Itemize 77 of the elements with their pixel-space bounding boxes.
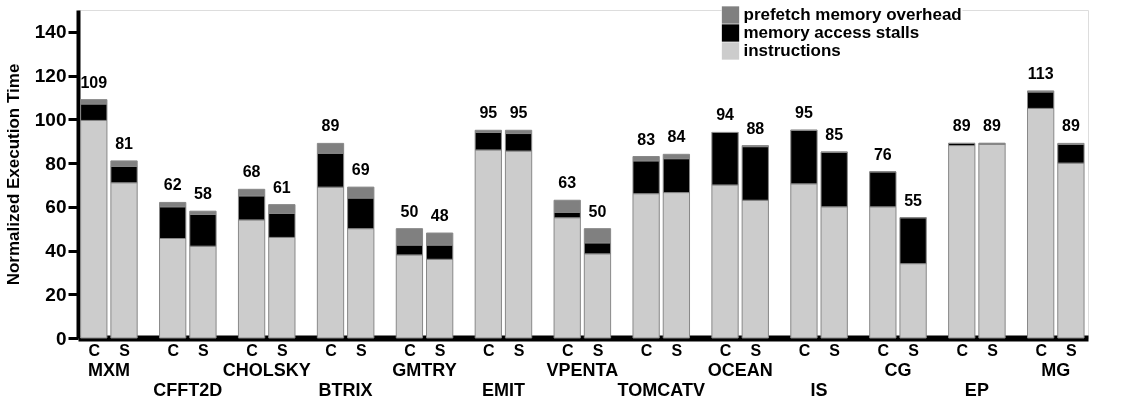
total-label: 89 <box>1062 117 1080 135</box>
x-tick-label: C <box>956 341 969 359</box>
text: OCEAN <box>707 360 773 380</box>
x-tick-label: C <box>167 341 180 359</box>
x-tick-label: C <box>404 341 417 359</box>
x-tick-label: C <box>88 341 101 359</box>
x-tick-label: C <box>798 341 811 359</box>
x-tick-label: C <box>719 341 732 359</box>
total-label: 94 <box>716 106 735 124</box>
total-label: 88 <box>746 119 765 137</box>
total-label: 48 <box>430 207 449 225</box>
x-tick-label: C <box>877 341 890 359</box>
total-label: 62 <box>163 176 182 194</box>
total-label: 95 <box>795 104 813 122</box>
x-tick-label: S <box>434 341 446 359</box>
y-tick-label: 40 <box>45 240 67 262</box>
x-tick-label: S <box>198 341 210 359</box>
x-tick-label: S <box>671 341 683 359</box>
x-tick-label: S <box>513 341 525 359</box>
text: EP <box>964 380 989 400</box>
total-label: 68 <box>242 163 261 181</box>
text: CG <box>884 360 912 380</box>
total-label: 81 <box>115 134 134 152</box>
text: TOMCATV <box>617 380 705 400</box>
total-label: 84 <box>667 128 686 146</box>
total-label: 89 <box>321 117 340 135</box>
x-tick-label: C <box>325 341 338 359</box>
total-label: 61 <box>272 178 291 196</box>
x-tick-label: S <box>592 341 604 359</box>
total-label: 83 <box>637 130 656 148</box>
text: VPENTA <box>546 360 619 380</box>
y-tick-label: 60 <box>45 196 67 218</box>
x-tick-label: S <box>987 341 999 359</box>
total-label: 89 <box>983 117 1001 135</box>
y-tick-label: 120 <box>34 65 67 87</box>
y-tick-label: 140 <box>34 21 67 43</box>
x-tick-label: C <box>561 341 574 359</box>
y-axis-title: Normalized Execution Time <box>3 63 23 286</box>
x-tick-label: S <box>355 341 367 359</box>
x-tick-label: S <box>119 341 131 359</box>
total-label: 85 <box>825 126 844 144</box>
y-tick-label: 100 <box>34 108 67 130</box>
x-tick-label: C <box>640 341 653 359</box>
total-label: 63 <box>558 174 577 192</box>
total-label: 95 <box>509 104 528 122</box>
total-label: 55 <box>904 191 923 209</box>
total-label: 50 <box>400 202 419 220</box>
text: EMIT <box>481 380 525 400</box>
x-tick-label: C <box>483 341 496 359</box>
legend-label: memory access stalls <box>743 23 920 42</box>
x-tick-label: C <box>246 341 259 359</box>
y-tick-label: 0 <box>55 327 67 349</box>
x-tick-label: S <box>1066 341 1078 359</box>
total-label: 76 <box>873 145 892 163</box>
x-tick-label: S <box>908 341 920 359</box>
text: GMTRY <box>392 360 457 380</box>
legend-label: instructions <box>743 41 841 60</box>
text: MXM <box>87 360 130 380</box>
total-label: 113 <box>1027 64 1054 82</box>
total-label: 109 <box>80 73 108 91</box>
y-tick-label: 20 <box>45 283 67 305</box>
x-tick-label: S <box>829 341 841 359</box>
x-tick-label: C <box>1035 341 1048 359</box>
text: CFFT2D <box>153 380 223 400</box>
text: CHOLSKY <box>222 360 311 380</box>
total-label: 95 <box>479 104 498 122</box>
legend-label: prefetch memory overhead <box>743 5 962 24</box>
total-label: 58 <box>194 185 212 203</box>
total-label: 89 <box>952 117 971 135</box>
text: IS <box>810 380 828 400</box>
y-tick-label: 80 <box>45 152 67 174</box>
total-label: 69 <box>351 161 370 179</box>
x-tick-label: S <box>277 341 289 359</box>
text: BTRIX <box>318 380 373 400</box>
text: MG <box>1041 360 1071 380</box>
x-tick-label: S <box>750 341 762 359</box>
total-label: 50 <box>588 202 607 220</box>
